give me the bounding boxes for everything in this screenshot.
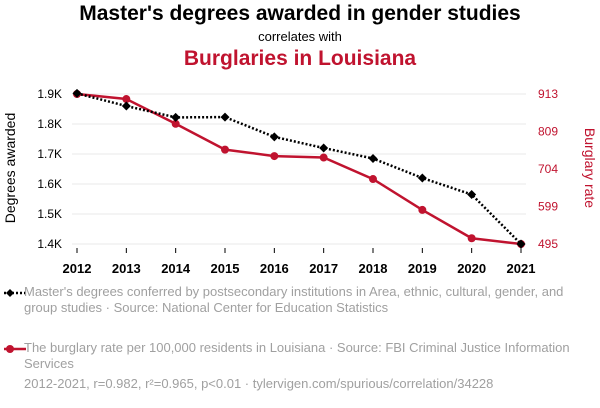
left-tick-label: 1.9K	[37, 87, 62, 101]
right-tick-label: 495	[538, 237, 558, 251]
series-burglary-line	[76, 92, 522, 246]
legend-marker-diamond-icon	[4, 289, 26, 297]
series-degrees-point	[319, 143, 329, 153]
right-tick-label: 913	[538, 87, 558, 101]
series-burglary-point	[270, 152, 279, 161]
chart-subtitle: correlates with	[258, 29, 342, 44]
legend-marker-circle-icon	[4, 345, 26, 353]
x-tick-label: 2019	[408, 261, 437, 276]
series-degrees-point	[368, 154, 378, 163]
right-tick-label: 704	[538, 162, 558, 176]
right-tick-label: 809	[538, 124, 558, 138]
x-tick-label: 2018	[359, 261, 388, 276]
x-axis-ticks: 2012 2013 2014 2015 2016 2017 2018 2019 2020 2021	[63, 248, 536, 276]
left-tick-label: 1.6K	[37, 177, 62, 191]
series-burglary-point	[418, 205, 427, 214]
chart-title: Master's degrees awarded in gender studi…	[79, 2, 521, 25]
left-tick-label: 1.5K	[37, 207, 62, 221]
series-burglary-point	[221, 145, 229, 154]
grid-layer	[72, 93, 526, 245]
right-axis-ticks: 495 599 704 809 913	[538, 87, 558, 251]
x-tick-label: 2015	[211, 261, 240, 276]
series-layer	[72, 88, 526, 249]
legend-text-degrees: Master's degrees conferred by postsecond…	[24, 284, 564, 315]
x-tick-label: 2014	[161, 261, 191, 276]
x-tick-label: 2016	[260, 261, 289, 276]
series-degrees-point	[417, 173, 427, 183]
x-tick-label: 2021	[507, 261, 536, 276]
series-degrees-point	[467, 190, 477, 199]
series-degrees-point	[72, 88, 82, 98]
series-degrees-point	[171, 112, 181, 122]
x-tick-label: 2013	[112, 261, 141, 276]
right-axis-label: Burglary rate	[582, 128, 598, 208]
series-burglary-point	[467, 234, 476, 243]
series-degrees-point	[269, 132, 279, 142]
series-degrees-point	[121, 101, 131, 111]
series-burglary-point	[122, 95, 131, 104]
left-tick-label: 1.7K	[37, 147, 62, 161]
left-tick-label: 1.8K	[37, 117, 62, 131]
series-degrees-line	[76, 92, 522, 245]
x-tick-label: 2012	[63, 261, 92, 276]
left-axis-label: Degrees awarded	[2, 113, 18, 224]
left-tick-label: 1.4K	[37, 237, 62, 251]
legend-text-burglary: The burglary rate per 100,000 residents …	[24, 340, 570, 371]
series-burglary-point	[369, 175, 377, 184]
series-burglary-point	[319, 153, 328, 162]
x-tick-label: 2017	[309, 261, 338, 276]
footer-stats: 2012-2021, r=0.982, r²=0.965, p<0.01 · t…	[24, 376, 494, 391]
right-tick-label: 599	[538, 200, 558, 214]
series-degrees-point	[516, 239, 526, 249]
left-axis-ticks: 1.4K 1.5K 1.6K 1.7K 1.8K 1.9K	[37, 87, 62, 251]
x-tick-label: 2020	[457, 261, 486, 276]
series-burglary-point	[171, 119, 180, 128]
chart-title-secondary: Burglaries in Louisiana	[183, 47, 417, 70]
series-degrees-point	[220, 112, 230, 122]
chart-svg: 1.4K 1.5K 1.6K 1.7K 1.8K 1.9K 495 599 704 809 913…	[2, 87, 598, 276]
